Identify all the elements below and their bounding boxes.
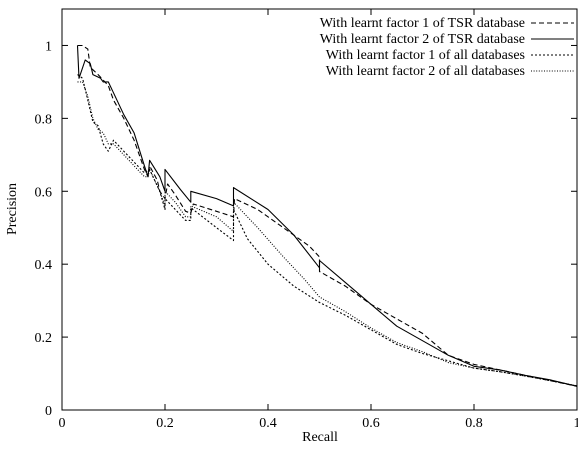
legend-label-2: With learnt factor 2 of TSR database [320, 32, 525, 47]
plot-frame [61, 8, 578, 411]
x-axis: 0 0.2 0.4 0.6 0.8 1 [59, 9, 578, 431]
y-tick-label: 1 [45, 39, 52, 54]
y-tick-label: 0.2 [35, 331, 53, 346]
series-line-1 [77, 44, 578, 387]
y-tick-label: 0.4 [35, 258, 53, 273]
x-tick-label: 0.6 [362, 416, 380, 431]
x-axis-label: Recall [302, 430, 338, 445]
legend-label-1: With learnt factor 1 of TSR database [320, 16, 525, 31]
x-tick-label: 1 [574, 416, 578, 431]
series-line-4 [77, 81, 578, 387]
x-tick-label: 0.8 [465, 416, 483, 431]
series-group [76, 44, 578, 387]
x-tick-label: 0 [59, 416, 66, 431]
y-tick-label: 0.8 [35, 112, 53, 127]
y-axis: 0 0.2 0.4 0.6 0.8 1 [35, 39, 577, 419]
legend-label-3: With learnt factor 1 of all databases [326, 48, 525, 63]
series-line-2 [76, 45, 578, 387]
x-tick-label: 0.4 [259, 416, 277, 431]
y-tick-label: 0.6 [35, 185, 53, 200]
legend-label-4: With learnt factor 2 of all databases [326, 64, 525, 79]
legend: With learnt factor 1 of TSR databaseWith… [320, 16, 574, 79]
x-tick-label: 0.2 [156, 416, 174, 431]
y-axis-label: Precision [5, 183, 20, 235]
series-line-3 [77, 74, 578, 387]
y-tick-label: 0 [45, 404, 52, 419]
